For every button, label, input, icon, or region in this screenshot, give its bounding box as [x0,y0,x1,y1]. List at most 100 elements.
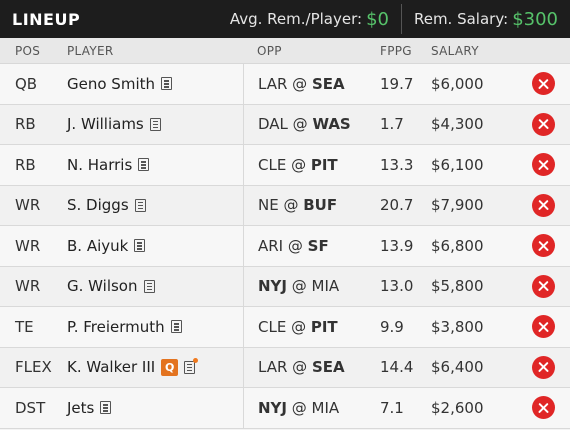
row-away-team: LAR [258,358,288,377]
questionable-badge: Q [161,358,179,376]
row-position: RB [15,115,36,134]
row-player-cell[interactable]: N. Harris [67,156,243,174]
remove-x-icon[interactable] [531,274,555,298]
news-note-icon[interactable] [184,357,199,374]
lineup-row[interactable]: WR G. Wilson NYJ @ MIA 13.0 $5,800 [0,266,570,307]
row-player-cell[interactable]: Jets [67,399,243,417]
remove-x-icon[interactable] [531,193,555,217]
row-salary: $7,900 [431,196,484,215]
remaining-salary-label: Rem. Salary: [413,10,509,28]
row-fppg: 20.7 [380,196,414,215]
news-note-icon[interactable] [170,320,182,334]
row-player-name[interactable]: J. Williams [67,115,144,134]
row-position: WR [15,277,41,296]
avg-remaining-stat: Avg. Rem./Player: $0 [230,9,389,30]
lineup-row[interactable]: RB J. Williams DAL @ WAS 1.7 $4,300 [0,104,570,145]
row-player-name[interactable]: Geno Smith [67,74,155,93]
row-opponent: NYJ @ MIA [243,388,365,428]
row-home-team: MIA [311,277,340,296]
remove-x-icon[interactable] [531,396,555,420]
row-opponent: ARI @ SF [243,226,365,266]
row-player-name[interactable]: P. Freiermuth [67,317,165,336]
row-away-team: LAR [258,74,288,93]
row-player-cell[interactable]: P. Freiermuth [67,318,243,336]
col-opp: OPP [257,43,282,58]
header-divider [400,4,402,34]
row-at: @ [286,317,311,336]
news-note-icon[interactable] [138,158,150,172]
row-salary: $6,100 [431,155,484,174]
row-home-team: PIT [310,155,338,174]
row-salary: $5,800 [431,277,484,296]
row-at: @ [287,74,312,93]
lineup-title: LINEUP [12,9,81,29]
lineup-table: QB Geno Smith LAR @ SEA 19.7 $6,000 RB J… [0,64,570,429]
lineup-row[interactable]: DST Jets NYJ @ MIA 7.1 $2,600 [0,388,570,429]
news-note-icon[interactable] [134,239,146,253]
row-salary: $2,600 [431,398,484,417]
row-player-cell[interactable]: Geno Smith [67,75,243,93]
row-away-team: NYJ [258,398,287,417]
row-fppg: 1.7 [380,115,404,134]
row-player-cell[interactable]: J. Williams [67,115,243,133]
row-home-team: MIA [311,398,340,417]
row-fppg: 9.9 [380,317,404,336]
row-player-name[interactable]: N. Harris [67,155,133,174]
lineup-row[interactable]: TE P. Freiermuth CLE @ PIT 9.9 $3,800 [0,307,570,348]
row-position: WR [15,236,41,255]
lineup-row[interactable]: WR S. Diggs NE @ BUF 20.7 $7,900 [0,185,570,226]
col-player: PLAYER [67,43,114,58]
row-opponent: DAL @ WAS [243,104,365,144]
news-note-icon[interactable] [161,77,172,91]
col-pos: POS [15,43,41,58]
row-player-name[interactable]: G. Wilson [67,277,138,296]
row-position: QB [15,74,38,93]
row-player-name[interactable]: Jets [67,398,95,417]
row-opponent: NYJ @ MIA [243,266,365,306]
news-note-icon[interactable] [134,198,146,212]
lineup-row[interactable]: WR B. Aiyuk ARI @ SF 13.9 $6,800 [0,226,570,267]
row-away-team: NYJ [258,277,287,296]
col-salary: SALARY [431,43,479,58]
row-position: RB [15,155,36,174]
row-away-team: DAL [258,115,288,134]
remove-x-icon[interactable] [531,153,555,177]
row-fppg: 13.0 [380,277,414,296]
row-player-name[interactable]: B. Aiyuk [67,236,129,255]
news-note-icon[interactable] [143,279,155,293]
row-position: DST [15,398,46,417]
lineup-row[interactable]: QB Geno Smith LAR @ SEA 19.7 $6,000 [0,64,570,105]
row-home-team: PIT [310,317,338,336]
row-position: TE [15,317,34,336]
row-player-cell[interactable]: B. Aiyuk [67,237,243,255]
lineup-row[interactable]: FLEX K. Walker III Q LAR @ SEA 14.4 $6,4… [0,347,570,388]
avg-remaining-label: Avg. Rem./Player: [229,10,363,28]
remove-x-icon[interactable] [531,112,555,136]
remove-x-icon[interactable] [531,72,555,96]
row-home-team: SEA [311,74,345,93]
row-player-name[interactable]: S. Diggs [67,196,129,215]
remove-x-icon[interactable] [531,355,555,379]
row-player-name[interactable]: K. Walker III [67,358,156,377]
row-away-team: NE [258,196,279,215]
row-salary: $4,300 [431,115,484,134]
row-fppg: 13.9 [380,236,414,255]
remove-x-icon[interactable] [531,315,555,339]
avg-remaining-value: $0 [366,8,389,30]
row-player-cell[interactable]: S. Diggs [67,196,243,214]
row-at: @ [287,115,313,134]
remove-x-icon[interactable] [531,234,555,258]
column-header-row: POS PLAYER OPP FPPG SALARY [0,38,570,64]
news-note-icon[interactable] [149,117,161,131]
row-player-cell[interactable]: K. Walker III Q [67,357,243,377]
row-away-team: CLE [258,317,287,336]
row-salary: $6,400 [431,358,484,377]
row-fppg: 7.1 [380,398,404,417]
row-fppg: 13.3 [380,155,414,174]
row-away-team: CLE [258,155,287,174]
lineup-row[interactable]: RB N. Harris CLE @ PIT 13.3 $6,100 [0,145,570,186]
row-opponent: CLE @ PIT [243,307,365,347]
row-opponent: LAR @ SEA [243,64,365,104]
row-player-cell[interactable]: G. Wilson [67,277,243,295]
news-note-icon[interactable] [100,401,112,415]
